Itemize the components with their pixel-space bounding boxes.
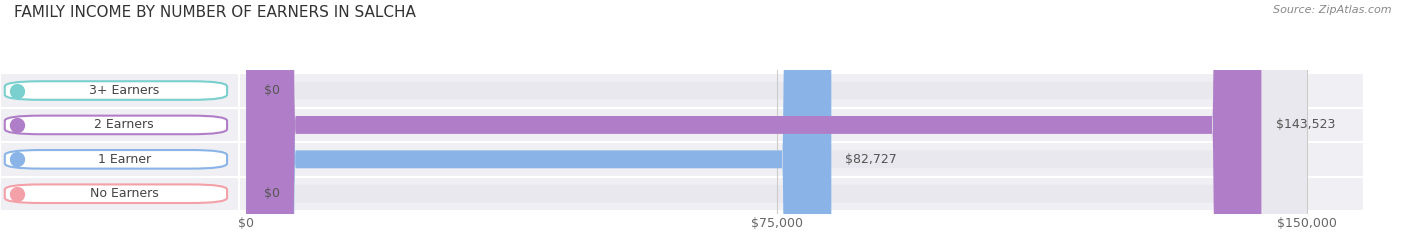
- FancyBboxPatch shape: [246, 0, 1261, 233]
- FancyBboxPatch shape: [4, 150, 228, 169]
- FancyBboxPatch shape: [246, 0, 1308, 233]
- FancyBboxPatch shape: [246, 0, 1308, 233]
- Bar: [239, 142, 1364, 177]
- FancyBboxPatch shape: [246, 0, 1308, 233]
- FancyBboxPatch shape: [246, 0, 831, 233]
- FancyBboxPatch shape: [246, 0, 1308, 233]
- Text: No Earners: No Earners: [90, 187, 159, 200]
- FancyBboxPatch shape: [4, 81, 228, 100]
- Text: 3+ Earners: 3+ Earners: [89, 84, 159, 97]
- FancyBboxPatch shape: [4, 116, 228, 134]
- Bar: [239, 177, 1364, 211]
- Text: $0: $0: [264, 84, 280, 97]
- Bar: [0, 73, 239, 108]
- Bar: [0, 142, 239, 177]
- Text: $143,523: $143,523: [1275, 118, 1334, 131]
- FancyBboxPatch shape: [4, 185, 228, 203]
- Text: 2 Earners: 2 Earners: [94, 118, 155, 131]
- Bar: [239, 73, 1364, 108]
- Bar: [0, 108, 239, 142]
- Text: Source: ZipAtlas.com: Source: ZipAtlas.com: [1274, 5, 1392, 15]
- Text: 1 Earner: 1 Earner: [98, 153, 150, 166]
- Text: FAMILY INCOME BY NUMBER OF EARNERS IN SALCHA: FAMILY INCOME BY NUMBER OF EARNERS IN SA…: [14, 5, 416, 20]
- Text: $82,727: $82,727: [845, 153, 897, 166]
- Text: $0: $0: [264, 187, 280, 200]
- Bar: [0, 177, 239, 211]
- Bar: [239, 108, 1364, 142]
